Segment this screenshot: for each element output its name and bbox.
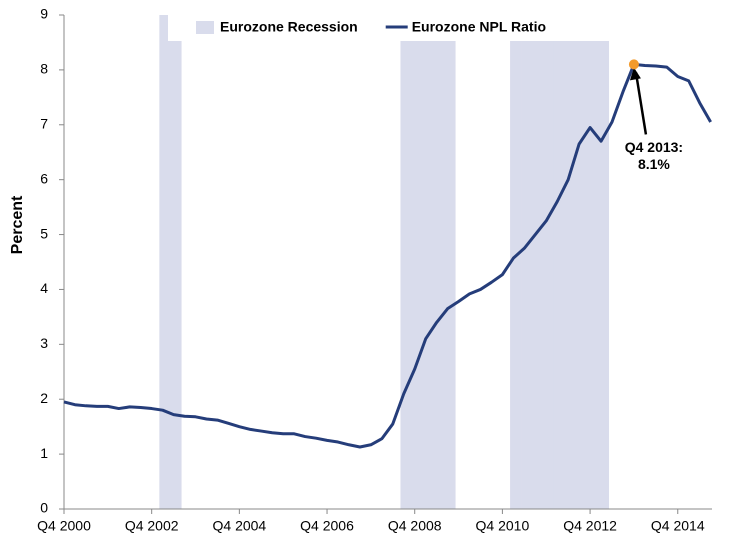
recession-band [159,15,171,509]
recession-band [564,15,577,509]
x-tick-label: Q4 2002 [125,518,179,534]
npl-line [63,62,712,449]
y-tick-label: 6 [40,170,48,186]
highlight-point [628,59,639,70]
legend-label: Eurozone NPL Ratio [412,19,546,35]
legend-label: Eurozone Recession [220,19,358,35]
recession-band [400,15,412,509]
recession-band [575,15,588,509]
y-tick-label: 1 [40,445,48,461]
x-tick-label: Q4 2004 [213,518,267,534]
y-axis-label: Percent [9,195,26,254]
x-tick-label: Q4 2010 [476,518,530,534]
recession-band [422,15,434,509]
annotation-text: Q4 2013: [625,139,683,155]
recession-band [510,15,522,509]
x-tick-label: Q4 2014 [651,518,705,534]
y-tick-label: 7 [40,115,48,131]
recession-band [542,15,555,509]
recession-band [411,15,423,509]
y-tick-label: 8 [40,61,48,77]
y-tick-label: 3 [40,335,48,351]
x-tick-label: Q4 2012 [563,518,617,534]
y-tick-label: 0 [40,500,48,516]
annotation-arrow [634,72,648,135]
x-tick-label: Q4 2008 [388,518,442,534]
recession-band [444,15,456,509]
recession-band [531,15,544,509]
y-tick-label: 5 [40,225,48,241]
arrow-head [629,67,641,81]
recession-band [170,15,182,509]
legend-swatch [196,21,214,34]
recession-band [521,15,533,509]
y-tick-label: 9 [40,6,48,22]
recession-band [586,15,599,509]
x-tick-label: Q4 2006 [300,518,354,534]
y-tick-label: 2 [40,390,48,406]
recession-band [553,15,566,509]
x-tick-label: Q4 2000 [37,518,91,534]
y-tick-label: 4 [40,280,48,296]
recession-band [433,15,445,509]
annotation-text: 8.1% [638,156,670,172]
recession-band [597,15,610,509]
